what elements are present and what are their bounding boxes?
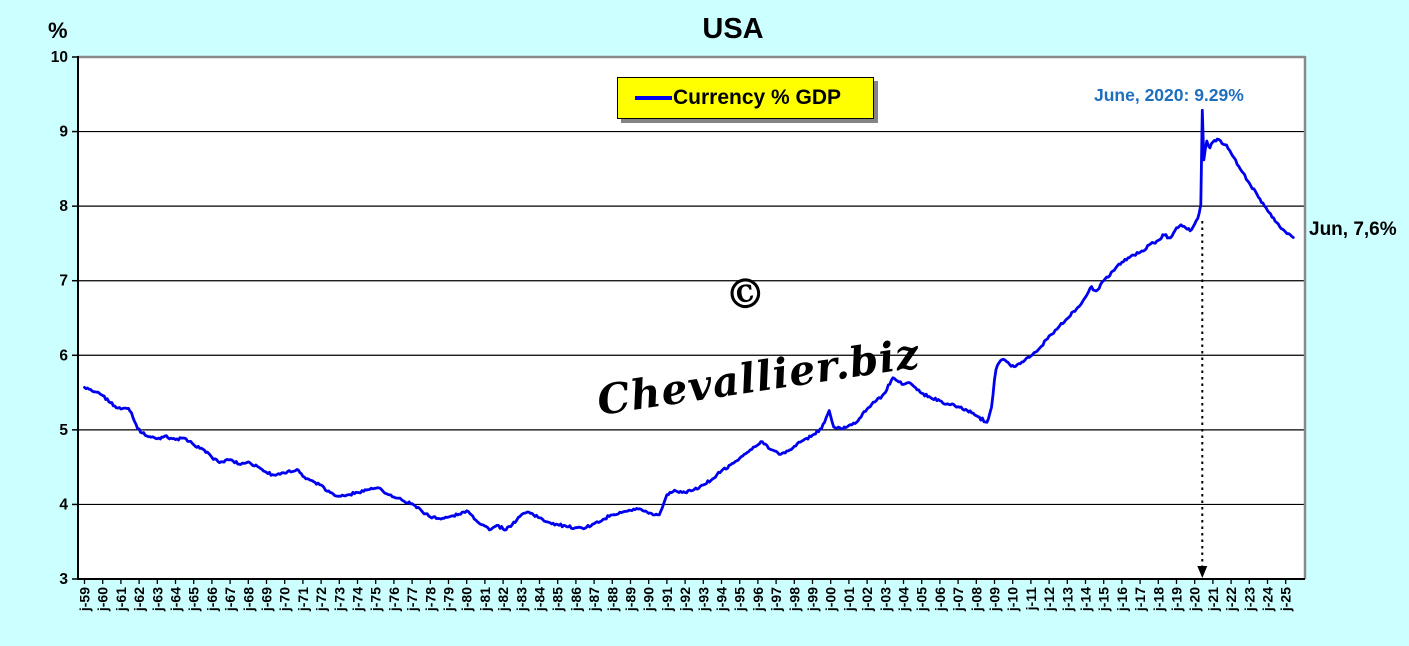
svg-text:j-61: j-61	[113, 587, 129, 612]
svg-text:8: 8	[59, 198, 68, 215]
svg-text:j-12: j-12	[1041, 587, 1057, 612]
legend: Currency % GDP	[617, 77, 874, 119]
svg-text:6: 6	[59, 347, 68, 364]
svg-text:j-05: j-05	[914, 587, 930, 612]
svg-text:10: 10	[51, 49, 68, 66]
svg-text:j-88: j-88	[604, 587, 620, 612]
svg-text:j-17: j-17	[1132, 587, 1148, 612]
svg-text:j-76: j-76	[386, 587, 402, 612]
svg-text:j-74: j-74	[350, 587, 366, 612]
svg-text:j-85: j-85	[550, 587, 566, 612]
svg-text:j-00: j-00	[823, 587, 839, 612]
svg-text:j-86: j-86	[568, 587, 584, 612]
svg-text:j-82: j-82	[495, 587, 511, 612]
svg-text:j-62: j-62	[131, 587, 147, 612]
svg-text:9: 9	[59, 124, 68, 141]
svg-text:j-72: j-72	[313, 587, 329, 612]
svg-text:j-95: j-95	[732, 587, 748, 612]
svg-text:j-83: j-83	[513, 587, 529, 612]
y-gridlines	[72, 56, 1305, 580]
svg-text:j-75: j-75	[368, 587, 384, 612]
legend-series-label: Currency % GDP	[673, 86, 842, 109]
svg-text:j-13: j-13	[1059, 587, 1075, 612]
svg-text:j-92: j-92	[677, 587, 693, 612]
svg-text:j-01: j-01	[841, 587, 857, 612]
svg-text:j-14: j-14	[1078, 587, 1094, 612]
svg-text:j-79: j-79	[441, 587, 457, 612]
svg-text:5: 5	[59, 422, 68, 439]
peak-drop-arrow	[1197, 221, 1208, 578]
svg-text:j-84: j-84	[532, 587, 548, 612]
svg-text:j-91: j-91	[659, 587, 675, 612]
svg-text:j-80: j-80	[459, 587, 475, 612]
svg-text:j-87: j-87	[586, 587, 602, 612]
svg-text:j-96: j-96	[750, 587, 766, 612]
svg-text:j-02: j-02	[859, 587, 875, 612]
svg-text:j-21: j-21	[1205, 587, 1221, 612]
svg-text:7: 7	[59, 273, 68, 290]
svg-text:j-11: j-11	[1023, 587, 1039, 612]
svg-text:j-97: j-97	[768, 587, 784, 612]
x-axis-tick-labels: j-59 j-60 j-61 j-62 j-63 j-64 j-65 j-66 j-67 j-68…	[77, 579, 1294, 612]
svg-text:j-18: j-18	[1150, 587, 1166, 612]
svg-text:j-73: j-73	[331, 587, 347, 612]
svg-text:j-71: j-71	[295, 587, 311, 612]
svg-text:j-24: j-24	[1260, 587, 1276, 612]
svg-text:j-60: j-60	[95, 587, 111, 612]
svg-text:j-94: j-94	[714, 587, 730, 612]
svg-text:j-89: j-89	[623, 587, 639, 612]
series-currency-gdp-line	[83, 108, 1295, 532]
svg-text:4: 4	[59, 496, 68, 513]
svg-text:3: 3	[59, 571, 68, 588]
svg-text:j-65: j-65	[186, 587, 202, 612]
svg-text:j-99: j-99	[805, 587, 821, 612]
svg-text:j-04: j-04	[896, 587, 912, 612]
svg-text:j-08: j-08	[968, 587, 984, 612]
svg-text:j-66: j-66	[204, 587, 220, 612]
svg-text:j-63: j-63	[149, 587, 165, 612]
plot-background	[78, 57, 1305, 579]
y-axis-unit-label: %	[48, 18, 68, 43]
svg-text:j-70: j-70	[277, 587, 293, 612]
svg-text:j-23: j-23	[1241, 587, 1257, 612]
svg-text:j-19: j-19	[1169, 587, 1185, 612]
svg-text:j-78: j-78	[422, 587, 438, 612]
last-value-annotation: Jun, 7,6%	[1309, 219, 1397, 240]
svg-text:j-07: j-07	[950, 587, 966, 612]
svg-text:j-25: j-25	[1278, 587, 1294, 612]
svg-text:j-93: j-93	[695, 587, 711, 612]
svg-text:j-20: j-20	[1187, 587, 1203, 612]
svg-text:j-03: j-03	[877, 587, 893, 612]
chart-title: USA	[702, 13, 764, 45]
svg-text:j-67: j-67	[222, 587, 238, 612]
svg-text:j-06: j-06	[932, 587, 948, 612]
y-axis-tick-labels: 10 9 8 7 6 5 4 3	[51, 49, 69, 588]
svg-text:j-15: j-15	[1096, 587, 1112, 612]
peak-annotation: June, 2020: 9.29%	[1094, 85, 1244, 105]
legend-line-swatch-icon	[635, 96, 672, 100]
svg-text:j-64: j-64	[168, 587, 184, 612]
svg-text:j-69: j-69	[259, 587, 275, 612]
svg-text:j-22: j-22	[1223, 587, 1239, 612]
svg-text:j-16: j-16	[1114, 587, 1130, 612]
svg-text:j-98: j-98	[786, 587, 802, 612]
arrow-down-head-icon	[1197, 566, 1208, 578]
svg-text:j-68: j-68	[240, 587, 256, 612]
svg-text:j-09: j-09	[987, 587, 1003, 612]
svg-text:j-77: j-77	[404, 587, 420, 612]
svg-text:j-59: j-59	[77, 587, 93, 612]
svg-text:j-90: j-90	[641, 587, 657, 612]
svg-text:j-10: j-10	[1005, 587, 1021, 612]
svg-text:j-81: j-81	[477, 587, 493, 612]
